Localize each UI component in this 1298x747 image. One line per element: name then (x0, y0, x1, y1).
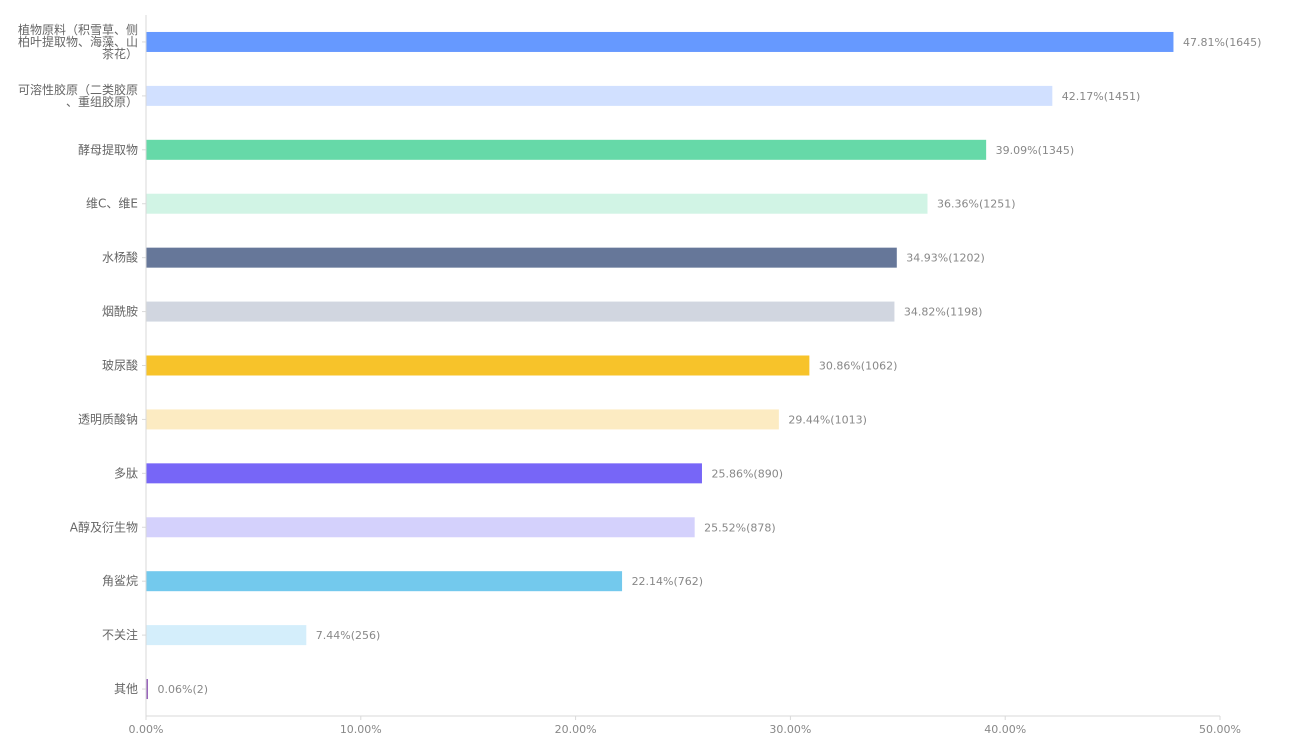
x-tick-label: 10.00% (340, 723, 382, 736)
value-label: 34.82%(1198) (904, 306, 983, 319)
bar-13 (146, 679, 148, 700)
x-tick-label: 40.00% (984, 723, 1026, 736)
category-label: 水杨酸 (102, 250, 138, 265)
category-label: 维C、维E (86, 197, 138, 211)
bar-1 (146, 31, 1174, 52)
category-label: 玻尿酸 (102, 358, 138, 373)
category-label: 柏叶提取物、海藻、山 (18, 34, 138, 49)
bar-12 (146, 625, 307, 646)
category-label: 多肽 (114, 465, 138, 480)
value-label: 29.44%(1013) (788, 413, 867, 426)
bar-5 (146, 247, 897, 268)
value-label: 39.09%(1345) (996, 144, 1075, 157)
bar-9 (146, 463, 702, 484)
category-label: A醇及衍生物 (70, 519, 138, 534)
x-tick-label: 20.00% (555, 723, 597, 736)
value-label: 25.52%(878) (704, 521, 776, 534)
category-label: 角鲨烷 (102, 574, 138, 588)
value-label: 36.36%(1251) (937, 198, 1016, 211)
value-label: 42.17%(1451) (1062, 90, 1141, 103)
bar-2 (146, 85, 1053, 106)
bar-8 (146, 409, 779, 430)
category-label: 植物原料（积雪草、侧 (18, 22, 138, 37)
bar-6 (146, 301, 895, 322)
plot-area: 0.00% 10.00% 20.00% 30.00% 40.00% 50.00% 47.81… (18, 15, 1262, 736)
category-label: 、重组胶原） (66, 94, 138, 109)
x-tick-label: 50.00% (1199, 723, 1241, 736)
value-label: 22.14%(762) (632, 575, 704, 588)
bar-3 (146, 139, 987, 160)
category-label: 透明质酸钠 (78, 411, 138, 426)
value-label: 0.06%(2) (158, 683, 209, 696)
category-label: 茶花） (102, 46, 138, 61)
bar-4 (146, 193, 928, 214)
value-label: 47.81%(1645) (1183, 36, 1262, 49)
x-tick-label: 30.00% (769, 723, 811, 736)
category-label: 不关注 (102, 627, 138, 642)
category-label: 可溶性胶原（二类胶原 (18, 82, 138, 97)
category-label: 其他 (114, 682, 138, 696)
x-tick-label: 0.00% (129, 723, 164, 736)
value-label: 30.86%(1062) (819, 360, 898, 373)
bar-7 (146, 355, 810, 376)
category-label: 烟酰胺 (102, 305, 138, 319)
value-label: 7.44%(256) (316, 629, 381, 642)
value-label: 25.86%(890) (711, 467, 783, 480)
bar-10 (146, 517, 695, 538)
bar-11 (146, 571, 623, 592)
value-label: 34.93%(1202) (906, 252, 985, 265)
category-label: 酵母提取物 (78, 142, 138, 157)
